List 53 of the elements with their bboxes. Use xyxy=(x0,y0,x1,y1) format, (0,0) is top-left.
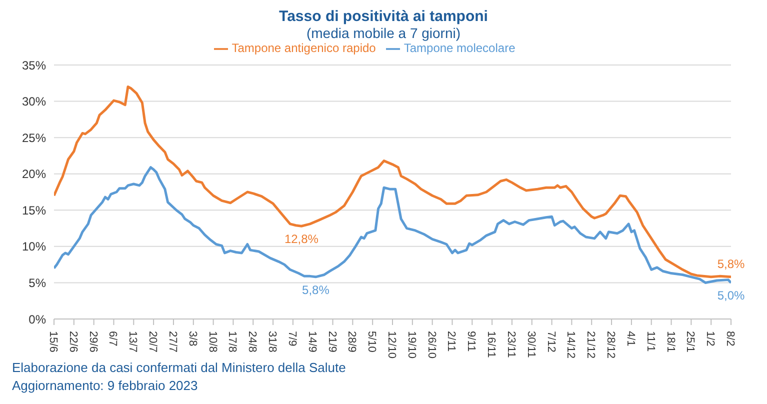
chart-title: Tasso di positività ai tamponi xyxy=(278,8,489,25)
x-tick-label: 29/6 xyxy=(86,331,99,352)
y-tick-label: 20% xyxy=(22,167,46,182)
x-tick-label: 7/12 xyxy=(544,331,557,352)
y-tick-label: 30% xyxy=(22,94,46,109)
x-tick-label: 23/11 xyxy=(504,331,517,358)
x-tick-label: 21/12 xyxy=(584,331,597,359)
y-tick-label: 5% xyxy=(28,276,46,290)
y-tick-label: 15% xyxy=(22,203,46,218)
x-tick-label: 28/12 xyxy=(604,331,617,359)
x-tick-label: 12/10 xyxy=(386,331,398,359)
x-tick-label: 19/10 xyxy=(405,331,418,359)
x-tick-label: 22/6 xyxy=(66,331,79,352)
y-tick-label: 10% xyxy=(22,240,46,254)
text: Aggiornamento: 9 febbraio 2023 xyxy=(12,377,199,395)
x-tick-label: 6/7 xyxy=(106,331,119,346)
x-tick-label: 13/7 xyxy=(126,331,139,352)
x-tick-label: 21/9 xyxy=(326,331,338,352)
x-tick-label: 27/7 xyxy=(166,331,178,352)
x-tick-label: 17/8 xyxy=(226,331,238,352)
x-tick-label: 9/11 xyxy=(465,331,478,352)
x-tick-label: 11/1 xyxy=(644,331,656,352)
legend-label: Tampone molecolare xyxy=(404,41,516,55)
x-tick-label: 5/10 xyxy=(366,331,378,352)
x-tick-label: 26/10 xyxy=(425,331,438,359)
x-tick-label: 14/12 xyxy=(564,331,577,359)
x-tick-label: 28/9 xyxy=(346,331,358,352)
y-tick-label: 35% xyxy=(22,58,46,72)
x-tick-label: 18/1 xyxy=(664,331,676,352)
x-tick-label: 24/8 xyxy=(246,331,258,352)
x-tick-label: 10/8 xyxy=(206,331,218,352)
legend-label: Tampone antigenico rapido xyxy=(232,41,376,55)
data-label: 5,0% xyxy=(717,288,745,303)
chart-subtitle: (media mobile a 7 giorni) xyxy=(305,25,462,41)
y-tick-label: 25% xyxy=(22,130,46,145)
text: Elaborazione da casi confermati dal Ministero della Salute xyxy=(12,359,347,377)
x-tick-label: 30/11 xyxy=(524,331,537,358)
x-tick-label: 3/8 xyxy=(186,331,198,346)
data-label: 12,8% xyxy=(284,232,319,246)
data-label: 5,8% xyxy=(302,282,330,297)
x-tick-label: 1/2 xyxy=(704,331,716,346)
x-tick-label: 16/11 xyxy=(485,331,498,358)
x-tick-label: 20/7 xyxy=(146,331,159,352)
x-tick-label: 2/11 xyxy=(445,331,458,352)
y-tick-label: 0% xyxy=(28,312,46,326)
data-label: 5,8% xyxy=(717,256,745,271)
x-tick-label: 15/6 xyxy=(47,331,59,352)
x-tick-label: 14/9 xyxy=(306,331,318,352)
x-tick-label: 31/8 xyxy=(266,331,278,352)
x-tick-label: 7/9 xyxy=(286,331,298,346)
x-tick-label: 25/1 xyxy=(684,331,696,352)
x-tick-label: 4/1 xyxy=(624,331,636,346)
x-tick-label: 8/2 xyxy=(724,331,736,346)
